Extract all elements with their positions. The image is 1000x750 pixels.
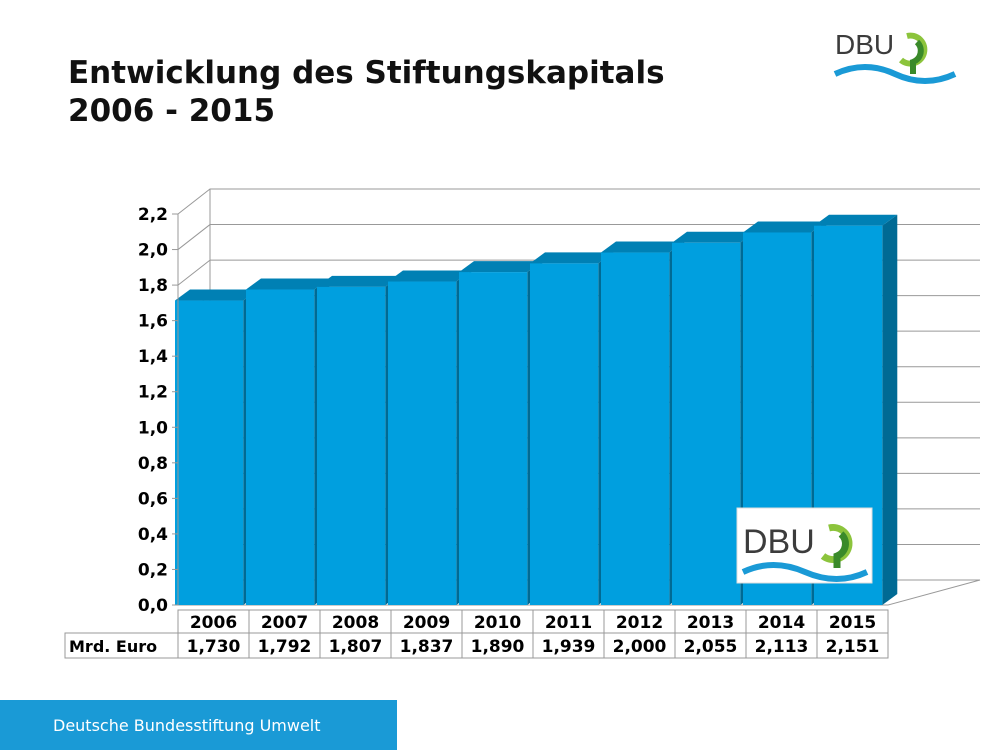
data-label: 1,939 [542, 637, 596, 657]
y-tick-label: 2,0 [138, 241, 168, 261]
y-tick-label: 1,6 [138, 312, 168, 332]
y-tick-label: 0,8 [138, 454, 168, 474]
bar-top [601, 241, 685, 253]
x-tick-label: 2011 [545, 613, 592, 633]
bar-side [882, 214, 898, 606]
bar-2009 [388, 281, 457, 605]
bar-top [814, 214, 898, 226]
bar-2007 [246, 289, 315, 605]
footer-bar: Deutsche Bundesstiftung Umwelt [0, 700, 397, 750]
data-label: 1,807 [329, 637, 383, 657]
bar-top [743, 221, 827, 233]
logo-text: DBU [835, 29, 894, 60]
leaf-icon [898, 32, 928, 67]
footer-text: Deutsche Bundesstiftung Umwelt [53, 716, 321, 735]
gridline [177, 188, 980, 215]
y-tick-label: 1,4 [138, 347, 168, 367]
x-tick-label: 2013 [687, 613, 734, 633]
data-label: 1,730 [187, 637, 241, 657]
y-tick-label: 1,2 [138, 383, 168, 403]
bar-2012 [601, 252, 670, 605]
page-title: Entwicklung des Stiftungskapitals 2006 -… [68, 54, 665, 130]
dbu-logo-inset: DBU [736, 507, 873, 584]
table-data-row [64, 632, 889, 659]
logo-inset-text: DBU [743, 523, 815, 561]
x-tick-label: 2014 [758, 613, 805, 633]
x-tick-label: 2007 [261, 613, 308, 633]
bar-2008 [317, 286, 386, 605]
y-tick-label: 0,2 [138, 560, 168, 580]
x-tick-label: 2012 [616, 613, 663, 633]
bar-2013 [672, 242, 741, 606]
x-tick-label: 2008 [332, 613, 379, 633]
bar-top [388, 270, 472, 282]
y-tick-label: 0,4 [138, 525, 168, 545]
bar-2011 [530, 263, 599, 605]
bar-top [459, 261, 543, 273]
x-tick-label: 2009 [403, 613, 450, 633]
bar-2006 [175, 300, 244, 605]
y-tick-label: 1,0 [138, 418, 168, 438]
dbu-logo: DBU [833, 29, 957, 84]
wave-icon [833, 64, 957, 84]
data-label: 2,113 [755, 637, 809, 657]
gridline [177, 224, 980, 250]
leaf-dark-icon [833, 531, 849, 568]
y-tick-label: 1,8 [138, 276, 168, 296]
wave-icon [741, 562, 869, 582]
data-label: 1,792 [258, 637, 312, 657]
data-label: 1,890 [471, 637, 525, 657]
data-label: 1,837 [400, 637, 454, 657]
title-line-1: Entwicklung des Stiftungskapitals [68, 55, 665, 91]
y-tick-label: 2,2 [138, 205, 168, 225]
data-label: 2,055 [684, 637, 738, 657]
bar-top [317, 275, 401, 287]
bar-2010 [459, 272, 528, 605]
y-tick-label: 0,0 [138, 596, 168, 616]
x-tick-label: 2015 [829, 613, 876, 633]
data-label: 2,151 [826, 637, 880, 657]
bar-chart: 0,0 0,2 0,4 0,6 0,8 1,0 1,2 1,4 1,6 1,8 2,0 2,2 Mrd.… [64, 29, 981, 659]
bar-top [246, 278, 330, 290]
x-tick-label: 2006 [190, 613, 237, 633]
title-line-2: 2006 - 2015 [68, 93, 276, 129]
bar-top [530, 252, 614, 264]
data-label: 2,000 [613, 637, 667, 657]
bar-top [672, 231, 756, 243]
leaf-dark-icon [910, 39, 924, 74]
series-label: Mrd. Euro [69, 637, 157, 656]
x-tick-label: 2010 [474, 613, 521, 633]
y-tick-label: 0,6 [138, 489, 168, 509]
bar-top [175, 289, 259, 301]
